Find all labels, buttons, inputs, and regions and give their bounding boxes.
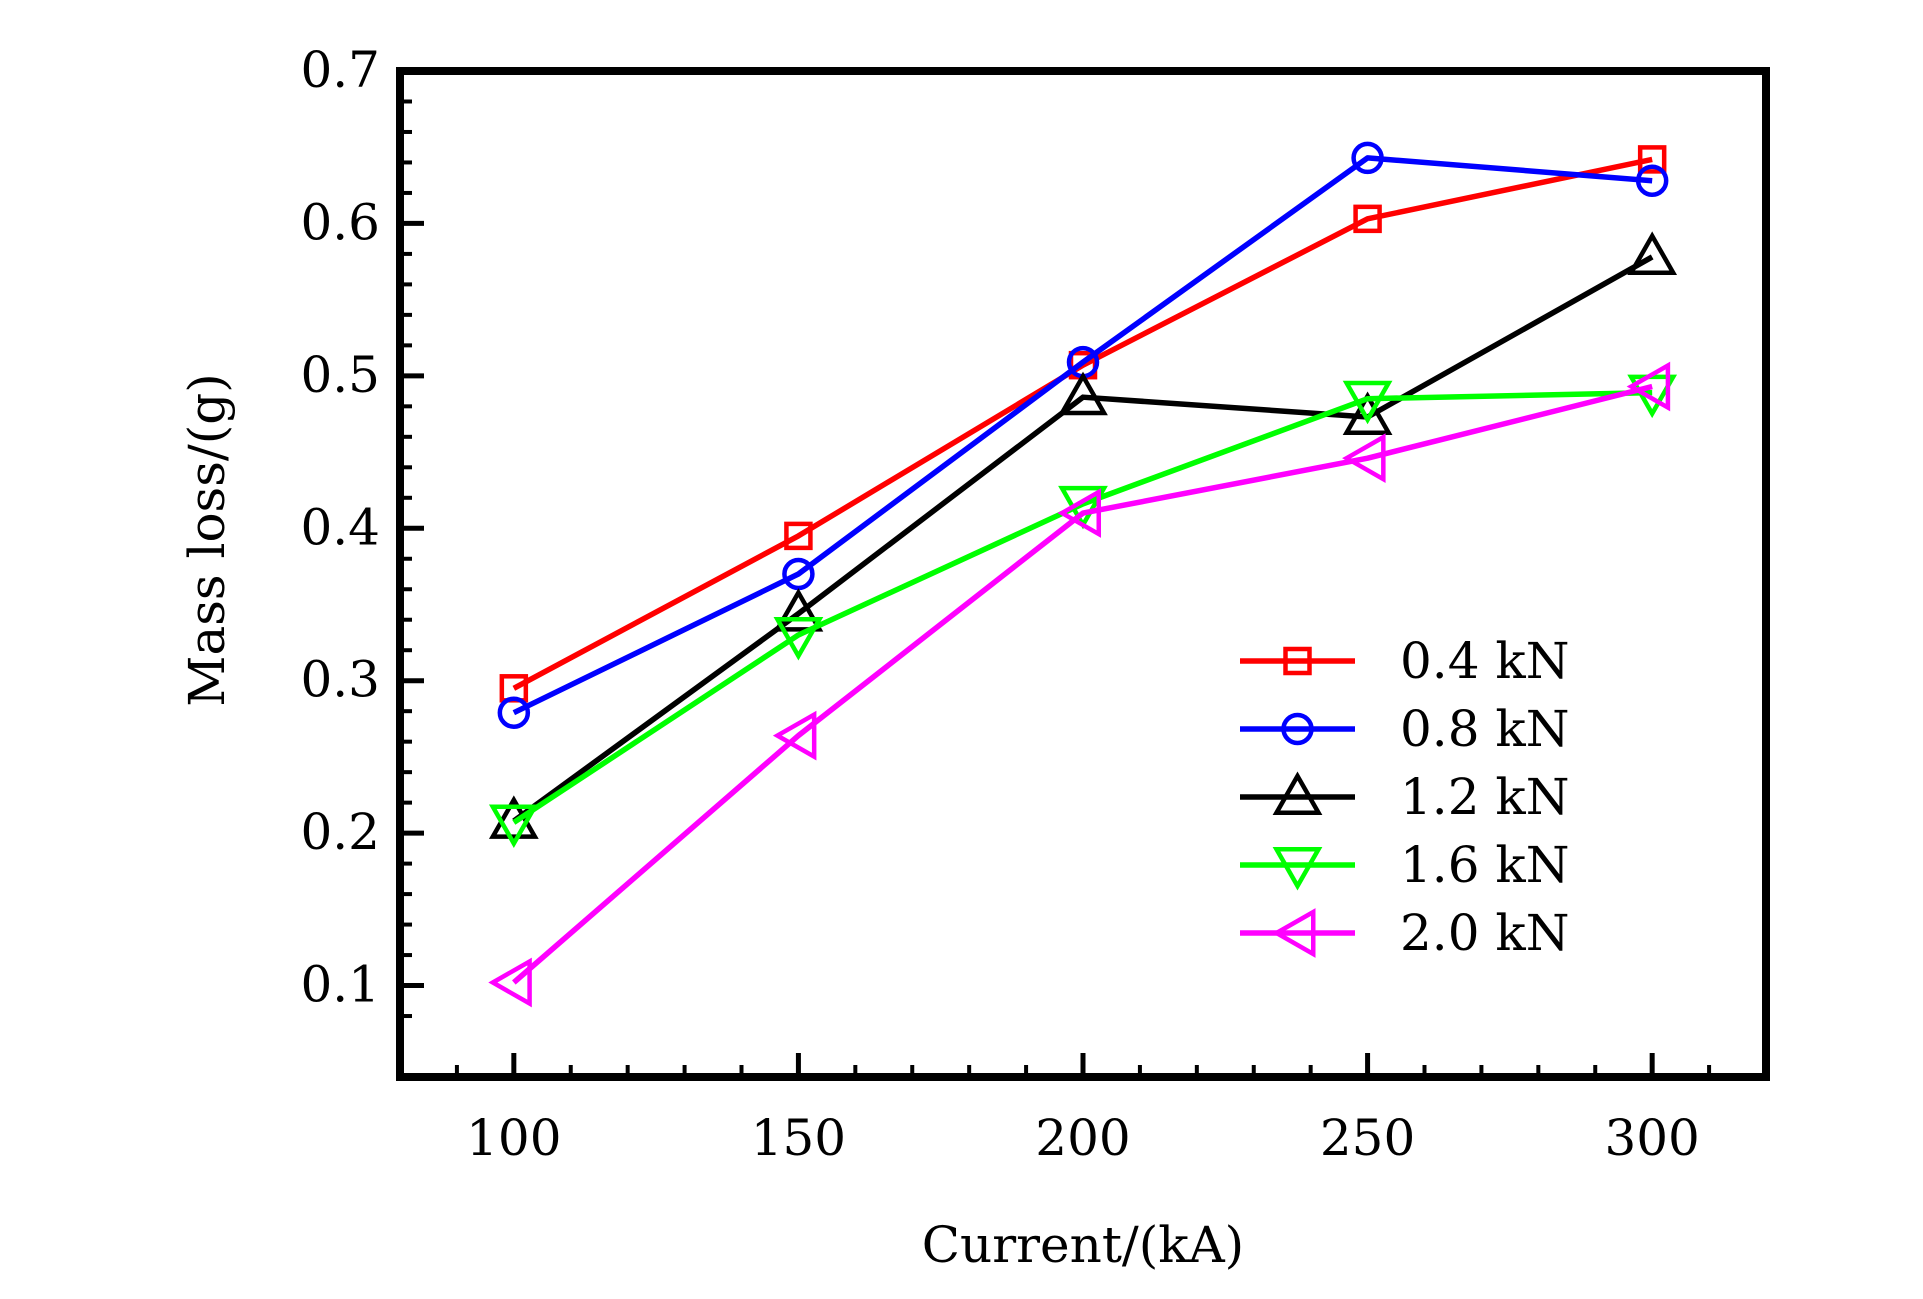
legend-item: 2.0 kN (1240, 904, 1569, 962)
data-point (497, 696, 531, 729)
series-line (512, 156, 1653, 691)
series-line (512, 383, 1653, 985)
tick-labels: 100 150 200 250 300 0.1 0.2 0.3 0.4 0.5 0.6 0.7 (300, 41, 1699, 1167)
legend-marker (1283, 646, 1312, 676)
data-point (1342, 391, 1393, 436)
legend-item: 1.6 kN (1240, 836, 1569, 894)
legend-label: 0.4 kN (1400, 632, 1569, 690)
data-point (773, 588, 824, 632)
legend-item: 0.4 kN (1240, 632, 1569, 690)
legend-marker (1272, 847, 1323, 891)
legend-marker (1281, 712, 1314, 746)
legend: 0.4 kN 0.8 kN 1.2 kN 1.6 kN 2.0 kN (1240, 632, 1569, 962)
legend-label: 1.2 kN (1400, 768, 1569, 826)
series-layer (488, 141, 1678, 1008)
series-2-0-kn (488, 361, 1671, 1008)
x-axis-title: Current/(kA) (922, 1216, 1244, 1274)
y-tick-label: 0.5 (300, 346, 380, 404)
legend-item: 1.2 kN (1240, 768, 1569, 826)
y-tick-label: 0.2 (300, 803, 380, 861)
legend-marker (1271, 908, 1316, 958)
legend-label: 2.0 kN (1400, 904, 1569, 962)
x-tick-label: 200 (1035, 1109, 1130, 1167)
data-point (1342, 433, 1386, 484)
legend-label: 1.6 kN (1400, 836, 1569, 894)
y-tick-label: 0.4 (300, 498, 380, 556)
data-point (1342, 380, 1393, 425)
y-tick-label: 0.3 (300, 651, 380, 709)
x-tick-label: 150 (751, 1109, 846, 1167)
series-line (512, 155, 1653, 716)
legend-marker (1272, 771, 1323, 815)
data-point (1353, 204, 1382, 234)
data-point (772, 710, 817, 761)
data-point (1058, 371, 1108, 416)
data-point (1637, 145, 1667, 174)
y-axis-title: Mass loss/(g) (178, 373, 236, 707)
legend-item: 0.8 kN (1240, 700, 1569, 758)
data-point (1635, 164, 1669, 197)
y-tick-label: 0.6 (300, 193, 380, 251)
series-line (512, 254, 1654, 824)
plot-frame (396, 67, 1770, 1081)
data-point (488, 804, 539, 848)
y-tick-label: 0.1 (300, 956, 380, 1014)
data-point (488, 957, 532, 1008)
series-line (512, 389, 1653, 825)
data-point (1627, 231, 1678, 275)
data-point (1626, 361, 1671, 412)
x-tick-label: 300 (1604, 1109, 1699, 1167)
data-point (1351, 141, 1384, 175)
data-point (1057, 488, 1101, 538)
series-0-4-kn (499, 145, 1667, 703)
series-0-8-kn (497, 141, 1669, 729)
data-point (782, 557, 815, 591)
data-point (784, 521, 813, 551)
x-tick-label: 100 (466, 1109, 561, 1167)
data-point (773, 616, 824, 661)
x-tick-label: 250 (1320, 1109, 1415, 1167)
y-tick-label: 0.7 (300, 41, 380, 99)
legend-label: 0.8 kN (1400, 700, 1569, 758)
